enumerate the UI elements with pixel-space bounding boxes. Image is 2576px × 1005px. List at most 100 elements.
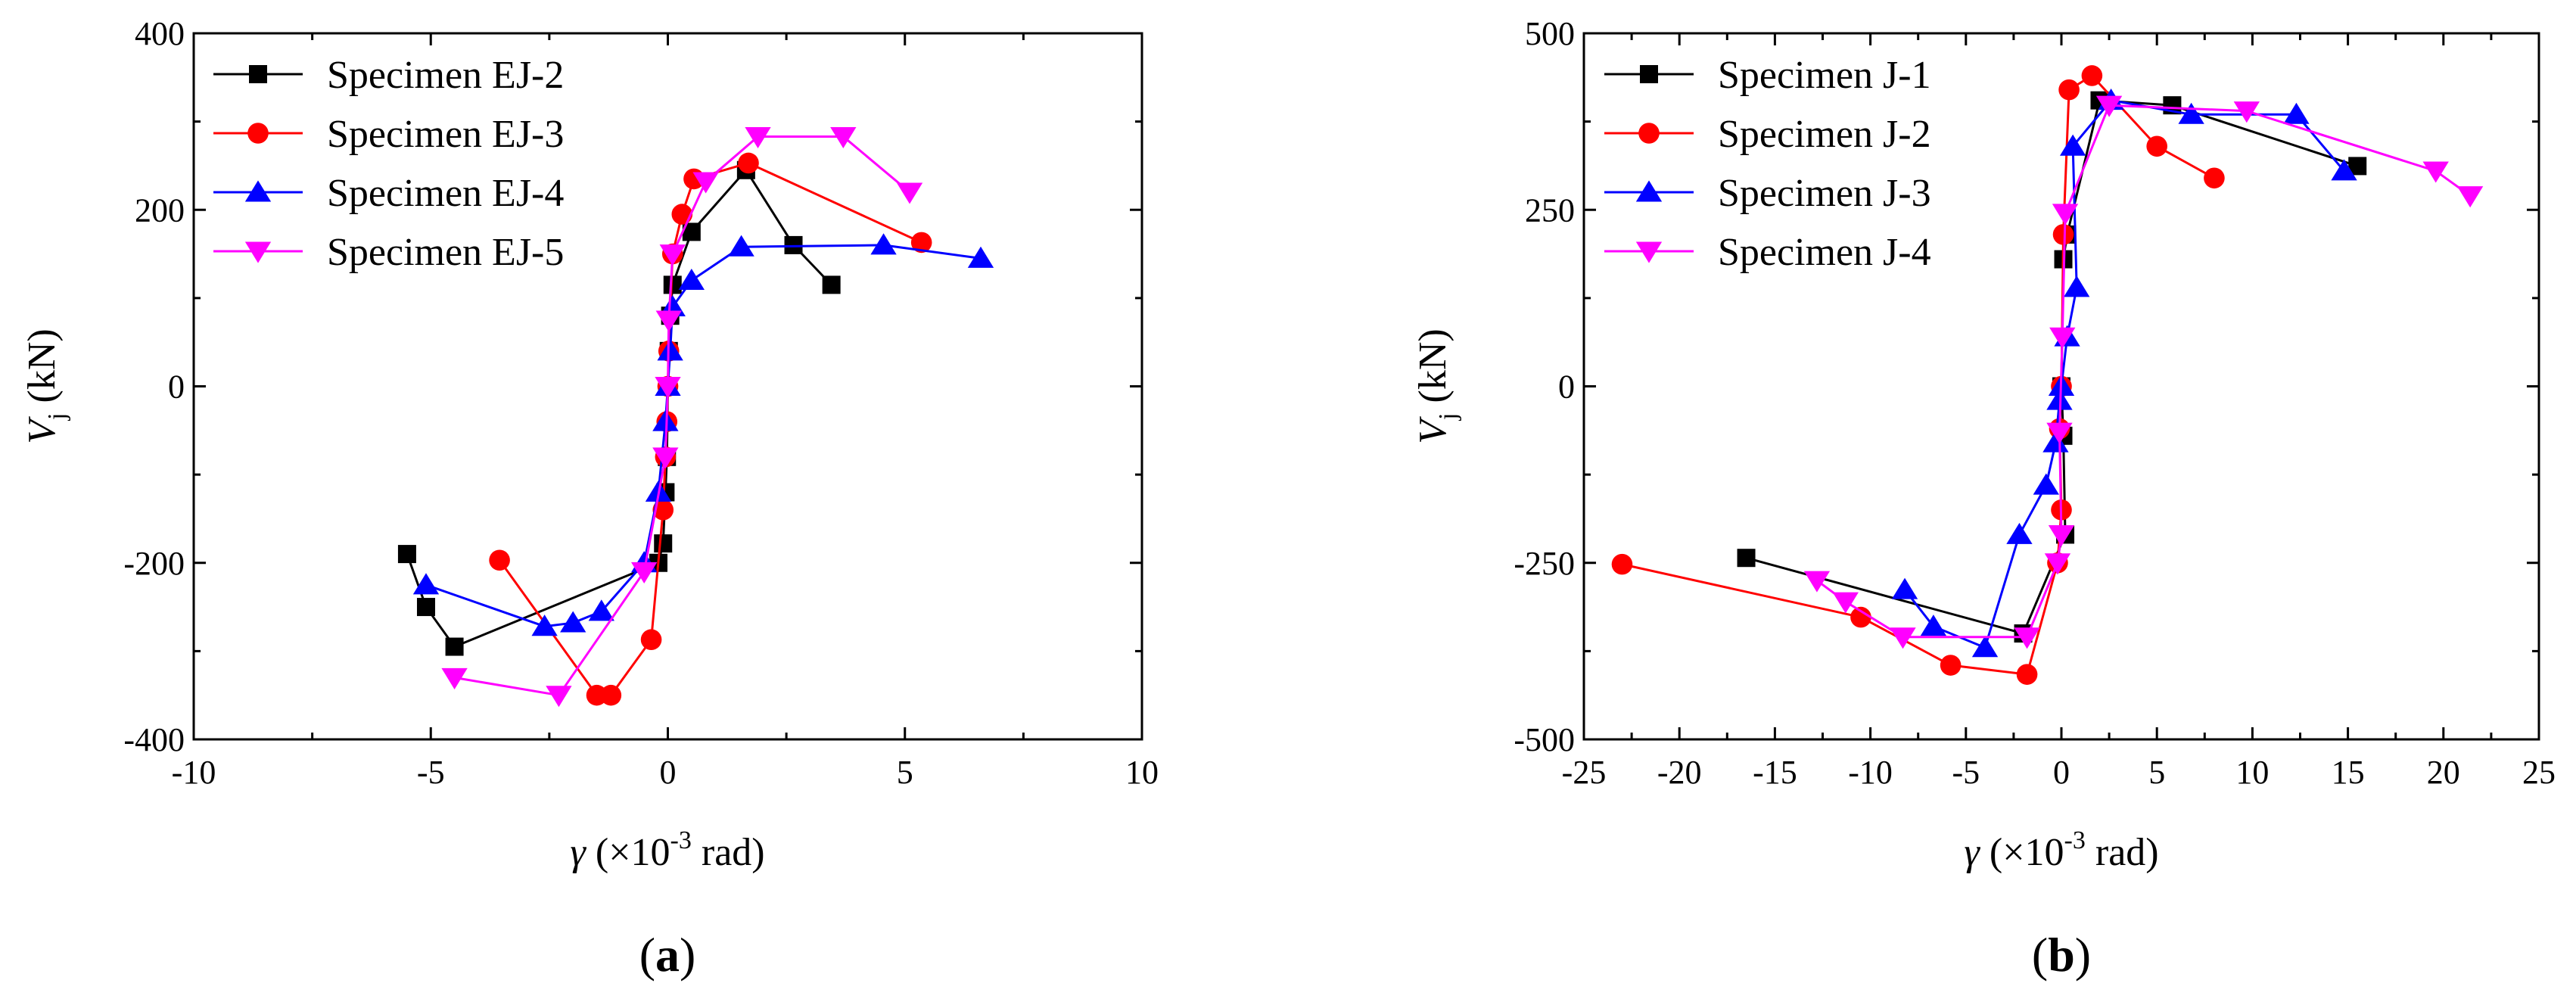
- legend-label: Specimen J-4: [1718, 231, 1931, 274]
- data-point: [640, 629, 662, 651]
- y-axis-label: Vj (kN): [1411, 328, 1462, 443]
- x-tick-label: 10: [1125, 754, 1159, 791]
- x-tick-label: -15: [1753, 754, 1797, 791]
- data-point: [659, 244, 686, 266]
- data-point: [2081, 65, 2103, 86]
- legend-label: Specimen EJ-4: [327, 172, 564, 215]
- y-tick-label: -500: [1514, 721, 1575, 758]
- panel-label: (a): [639, 928, 696, 982]
- data-point: [2046, 422, 2073, 444]
- legend-label: Specimen J-1: [1718, 54, 1931, 97]
- y-tick-label: 200: [135, 191, 185, 229]
- legend-label: Specimen J-3: [1718, 172, 1931, 215]
- y-tick-label: 0: [168, 369, 185, 406]
- data-point: [2059, 134, 2086, 156]
- data-point: [652, 409, 679, 431]
- x-axis-label: γ (×10-3 rad): [1964, 826, 2158, 874]
- x-tick-label: -25: [1562, 754, 1607, 791]
- x-tick-label: -20: [1657, 754, 1702, 791]
- data-point: [2042, 431, 2069, 453]
- data-point: [652, 447, 679, 469]
- data-point: [2052, 224, 2074, 245]
- legend-marker: [247, 123, 269, 144]
- data-point: [2146, 135, 2167, 157]
- x-axis-label: γ (×10-3 rad): [570, 826, 764, 874]
- data-point: [1890, 627, 1916, 649]
- data-point: [1850, 606, 1871, 628]
- data-point: [2178, 102, 2204, 124]
- y-tick-label: -250: [1514, 545, 1575, 582]
- data-point: [1803, 571, 1831, 593]
- legend-marker: [244, 180, 272, 202]
- x-tick-label: -5: [417, 754, 445, 791]
- x-tick-label: -5: [1952, 754, 1980, 791]
- series-line-2: [1622, 74, 2215, 676]
- y-tick-label: -400: [123, 721, 185, 758]
- data-point: [2049, 327, 2076, 349]
- legend-marker: [1635, 180, 1663, 202]
- data-point: [692, 172, 719, 194]
- data-point: [631, 562, 658, 584]
- data-point: [1940, 655, 1962, 676]
- y-tick-label: 400: [135, 15, 185, 52]
- data-point: [671, 204, 693, 225]
- series-line-3: [425, 244, 982, 628]
- data-point: [2052, 204, 2079, 226]
- data-point: [655, 310, 682, 332]
- chart-panel-a: -10 -5 0 5 10 -400 -200 0 200 400 Specimen EJ-2 Spe…: [20, 15, 1159, 982]
- data-point: [728, 235, 754, 257]
- data-point: [2064, 275, 2090, 297]
- data-point: [531, 615, 558, 636]
- data-point: [1920, 615, 1947, 636]
- legend-label: Specimen EJ-2: [327, 54, 564, 97]
- data-point: [416, 598, 435, 617]
- data-point: [2044, 553, 2071, 575]
- legend-marker: [1638, 123, 1660, 144]
- x-tick-label: 15: [2332, 754, 2365, 791]
- y-tick-label: 500: [1525, 15, 1575, 52]
- data-point: [896, 182, 923, 204]
- data-point: [830, 126, 857, 149]
- data-point: [2456, 186, 2484, 208]
- y-tick-label: 0: [1558, 369, 1575, 406]
- data-point: [745, 126, 771, 149]
- data-point: [489, 549, 510, 571]
- data-point: [738, 152, 759, 174]
- data-point: [910, 232, 932, 254]
- x-tick-label: 20: [2427, 754, 2460, 791]
- data-point: [657, 339, 683, 361]
- series-line-3: [1903, 99, 2345, 649]
- legend-label: Specimen J-2: [1718, 113, 1931, 156]
- legend-marker: [249, 65, 267, 83]
- data-point: [397, 545, 416, 564]
- data-point: [1832, 592, 1859, 614]
- legend-marker: [1640, 65, 1658, 83]
- x-tick-label: 0: [660, 754, 677, 791]
- data-point: [560, 611, 586, 633]
- legend-label: Specimen EJ-3: [327, 113, 564, 156]
- data-point: [441, 667, 468, 689]
- x-tick-label: 5: [897, 754, 913, 791]
- data-point: [2095, 95, 2123, 117]
- data-point: [652, 499, 674, 521]
- legend-label: Specimen EJ-5: [327, 231, 564, 274]
- x-tick-label: -10: [172, 754, 216, 791]
- data-point: [2058, 79, 2080, 101]
- data-point: [822, 275, 841, 294]
- data-point: [655, 377, 681, 399]
- x-tick-label: 0: [2053, 754, 2070, 791]
- legend-marker: [1635, 241, 1663, 263]
- y-tick-label: -200: [123, 545, 185, 582]
- data-point: [1737, 549, 1756, 568]
- panel-label: (b): [2032, 928, 2091, 982]
- y-axis-label: Vj (kN): [20, 328, 71, 443]
- chart-panel-b: -25 -20 -15 -10 -5 0 5 10 15 20 25 -500 -250 0 250 500 S…: [1411, 15, 2556, 982]
- x-tick-label: 10: [2235, 754, 2269, 791]
- data-point: [1891, 577, 1918, 599]
- data-point: [2331, 159, 2357, 181]
- legend-marker: [244, 241, 272, 263]
- data-point: [2422, 161, 2449, 183]
- data-point: [678, 268, 705, 291]
- data-point: [2283, 102, 2310, 124]
